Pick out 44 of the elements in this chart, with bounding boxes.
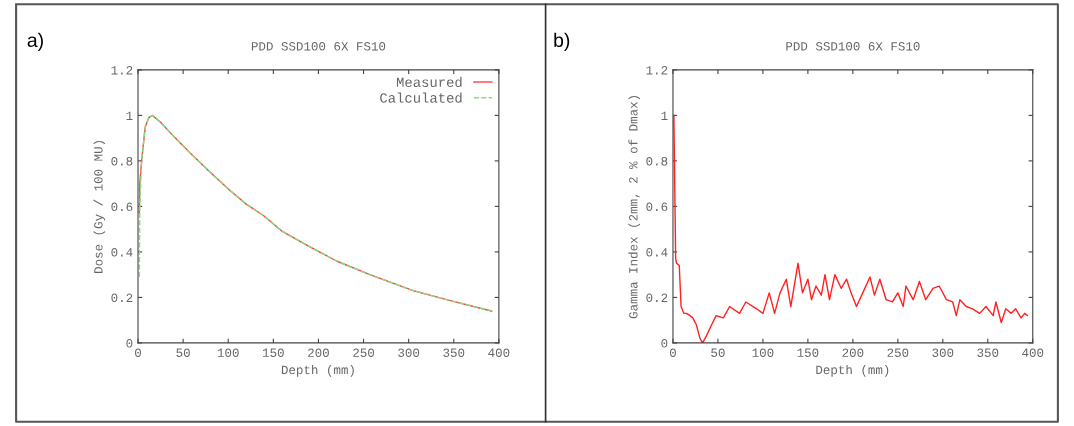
y-tick-label: 0.6 [111,202,133,212]
x-tick-label: 0 [135,348,141,357]
x-tick-label: 200 [308,348,329,357]
x-tick-label: 0 [669,348,676,357]
chart-title: PDD SSD100 6X FS10 [251,42,386,51]
legend-label: Measured [396,76,462,88]
y-axis-title: Gamma Index (2mm, 2 % of Dmax) [628,95,641,319]
x-tick-label: 400 [488,348,510,357]
text: b) [554,32,570,51]
x-tick-label: 350 [443,348,465,357]
y-tick-label: 1 [126,111,133,120]
line-series [138,114,493,312]
y-tick-label: 0.8 [646,157,668,166]
x-tick-label: 350 [977,348,999,357]
x-tick-label: 300 [932,348,954,357]
y-tick-label: 0 [126,339,133,348]
y-tick-label: 0.8 [111,157,133,166]
x-tick-label: 50 [711,348,725,357]
y-tick-label: 1.2 [111,66,133,75]
chart-title: PDD SSD100 6X FS10 [786,42,920,51]
y-tick-label: 0.6 [646,202,668,212]
x-tick-label: 200 [842,348,864,357]
x-tick-label: 100 [217,348,239,357]
y-tick-label: 0.2 [111,293,133,303]
x-tick-label: 50 [176,348,190,357]
legend-label: Calculated [380,92,462,103]
text: a) [27,32,43,51]
x-tick-label: 250 [353,348,375,357]
x-axis-title: Depth (mm) [816,365,889,377]
y-tick-label: 0.4 [111,248,133,257]
x-tick-label: 100 [752,348,774,357]
y-tick-label: 0 [661,339,668,348]
y-tick-label: 1.2 [646,66,668,75]
y-tick-label: 0.2 [646,293,668,303]
x-tick-label: 400 [1022,348,1044,357]
x-tick-label: 300 [398,348,420,357]
x-tick-label: 250 [887,348,909,357]
x-axis-title: Depth (mm) [281,365,354,377]
y-axis-title: Dose (Gy / 100 MU) [93,140,106,273]
y-tick-label: 0.4 [646,248,668,257]
line-series [673,114,1029,343]
x-tick-label: 150 [797,348,819,357]
x-tick-label: 150 [262,348,284,357]
y-tick-label: 1 [661,111,668,120]
